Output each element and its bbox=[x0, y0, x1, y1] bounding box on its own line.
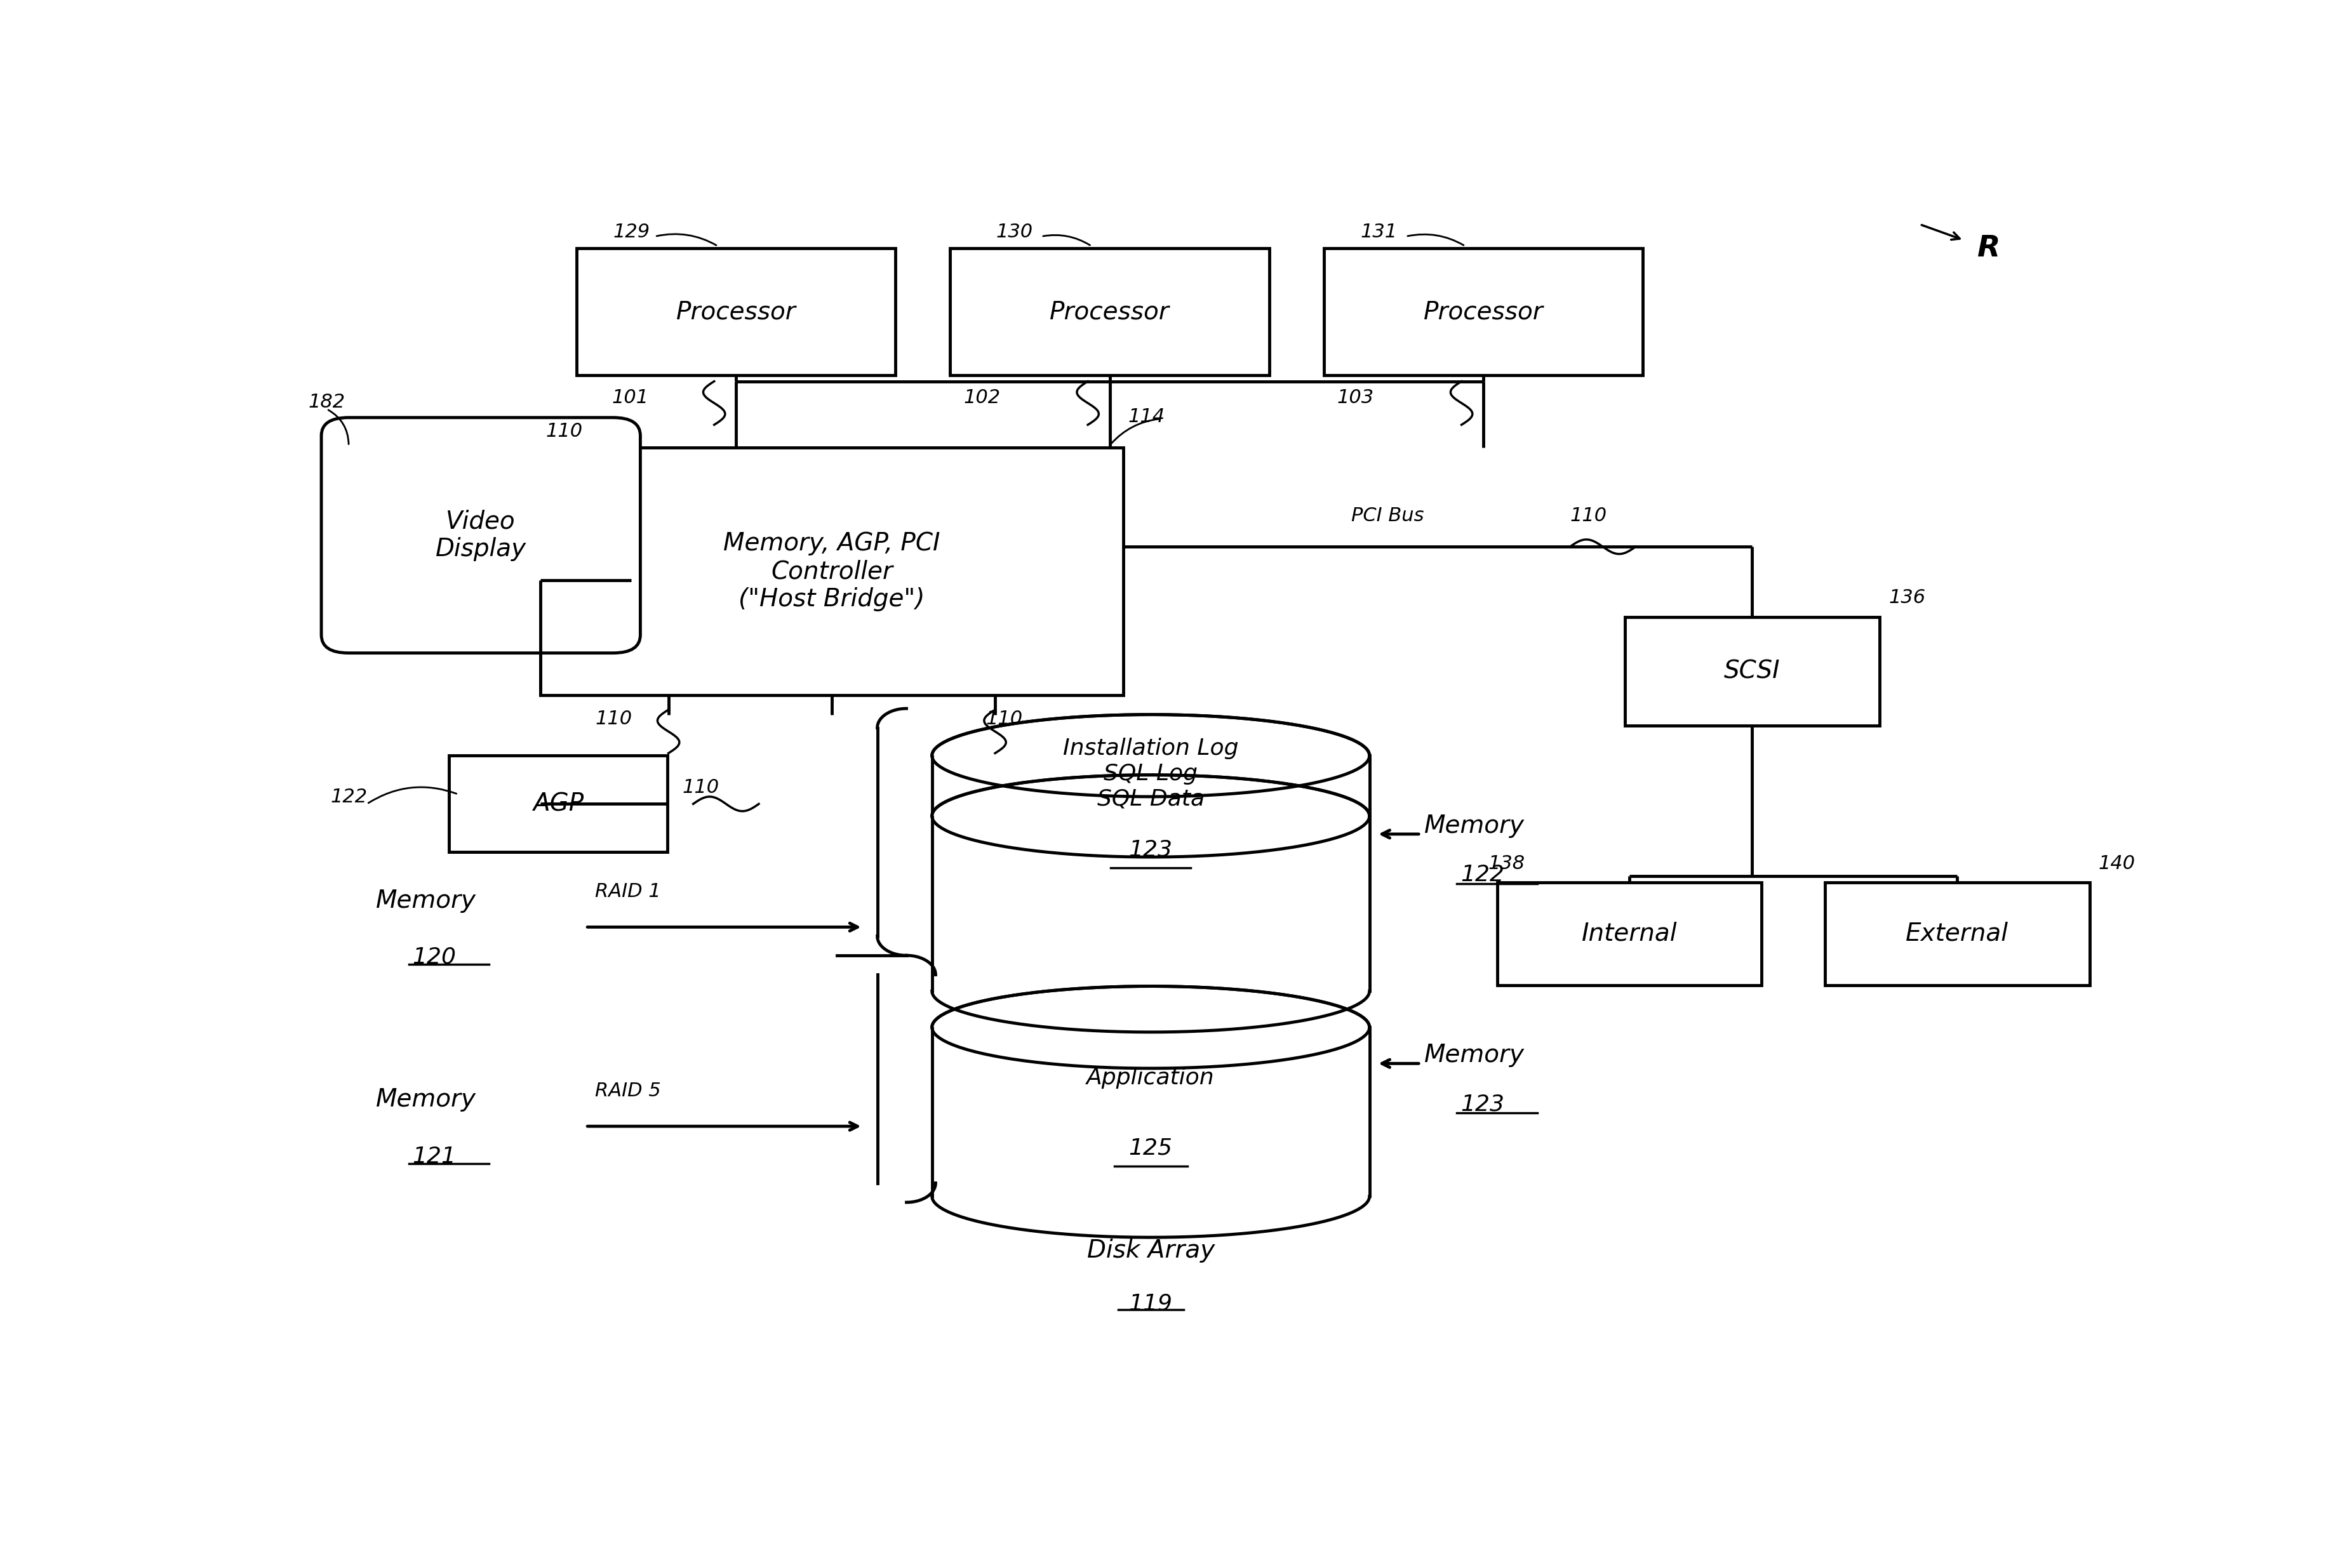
Text: 103: 103 bbox=[1336, 389, 1374, 408]
Text: RAID 1: RAID 1 bbox=[595, 883, 661, 900]
Text: R: R bbox=[1978, 234, 2002, 263]
Text: Video
Display: Video Display bbox=[435, 510, 527, 561]
Text: Disk Array: Disk Array bbox=[1087, 1239, 1214, 1262]
Text: 110: 110 bbox=[985, 710, 1023, 728]
Text: Processor: Processor bbox=[1423, 299, 1543, 325]
Text: PCI Bus: PCI Bus bbox=[1350, 506, 1423, 525]
Text: RAID 5: RAID 5 bbox=[595, 1082, 661, 1101]
Polygon shape bbox=[931, 756, 1369, 1032]
Text: Internal: Internal bbox=[1581, 922, 1677, 946]
Text: 110: 110 bbox=[595, 710, 633, 728]
Text: 110: 110 bbox=[1571, 506, 1606, 525]
Polygon shape bbox=[449, 756, 668, 853]
Text: 114: 114 bbox=[1129, 408, 1164, 426]
FancyBboxPatch shape bbox=[322, 417, 640, 652]
Text: 138: 138 bbox=[1489, 855, 1524, 873]
Text: Processor: Processor bbox=[1049, 299, 1169, 325]
Text: Processor: Processor bbox=[675, 299, 795, 325]
Text: 136: 136 bbox=[1889, 588, 1926, 607]
Text: Memory: Memory bbox=[376, 1088, 477, 1112]
Text: 140: 140 bbox=[2098, 855, 2136, 873]
Polygon shape bbox=[931, 1027, 1369, 1237]
Text: 131: 131 bbox=[1359, 223, 1397, 241]
Polygon shape bbox=[931, 986, 1369, 1027]
Text: Memory: Memory bbox=[1425, 814, 1524, 837]
Polygon shape bbox=[541, 448, 1124, 695]
Polygon shape bbox=[950, 249, 1270, 375]
Text: 122: 122 bbox=[1461, 864, 1505, 886]
Text: AGP: AGP bbox=[534, 792, 583, 815]
Text: Memory, AGP, PCI
Controller
("Host Bridge"): Memory, AGP, PCI Controller ("Host Bridg… bbox=[724, 532, 941, 612]
Polygon shape bbox=[931, 775, 1369, 815]
Text: 122: 122 bbox=[329, 787, 367, 806]
Text: Memory: Memory bbox=[1425, 1043, 1524, 1068]
Text: 110: 110 bbox=[682, 778, 720, 797]
Polygon shape bbox=[1324, 249, 1642, 375]
Text: Application: Application bbox=[1087, 1068, 1214, 1088]
Text: 119: 119 bbox=[1129, 1294, 1174, 1314]
Polygon shape bbox=[1498, 883, 1762, 985]
Text: 125: 125 bbox=[1129, 1137, 1174, 1159]
Polygon shape bbox=[1825, 883, 2089, 985]
Text: 102: 102 bbox=[964, 389, 1000, 408]
Text: 182: 182 bbox=[308, 394, 346, 411]
Polygon shape bbox=[576, 249, 896, 375]
Text: Memory: Memory bbox=[376, 889, 477, 913]
Text: 120: 120 bbox=[412, 947, 456, 967]
Text: 101: 101 bbox=[612, 389, 649, 408]
Text: 123: 123 bbox=[1129, 839, 1174, 861]
Text: 110: 110 bbox=[546, 422, 583, 441]
Polygon shape bbox=[329, 423, 630, 648]
Text: 121: 121 bbox=[412, 1146, 456, 1167]
Text: External: External bbox=[1905, 922, 2009, 946]
Text: Installation Log
SQL Log
SQL Data: Installation Log SQL Log SQL Data bbox=[1063, 739, 1240, 809]
Polygon shape bbox=[931, 715, 1369, 756]
Text: 130: 130 bbox=[995, 223, 1033, 241]
Polygon shape bbox=[1625, 616, 1879, 726]
Text: 129: 129 bbox=[614, 223, 649, 241]
Text: SCSI: SCSI bbox=[1724, 659, 1780, 684]
Text: 123: 123 bbox=[1461, 1094, 1505, 1115]
